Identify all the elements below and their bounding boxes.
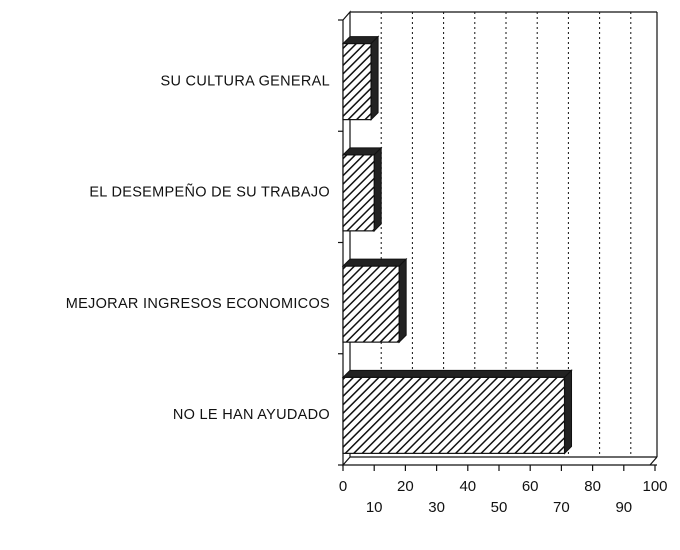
- bar: [342, 265, 400, 343]
- bar: [342, 376, 566, 454]
- x-tick-label: 10: [366, 499, 383, 516]
- y-tick-label: EL DESEMPEÑO DE SU TRABAJO: [89, 184, 330, 201]
- bar: [342, 154, 375, 232]
- x-tick-label: 0: [339, 478, 347, 495]
- x-tick-label: 90: [615, 499, 632, 516]
- x-tick-label: 70: [553, 499, 570, 516]
- x-tick-label: 80: [584, 478, 601, 495]
- bar-top: [341, 258, 408, 267]
- x-tick-label: 100: [642, 478, 667, 495]
- bar-side: [370, 35, 379, 121]
- x-tick-label: 40: [459, 478, 476, 495]
- y-tick-label: MEJORAR INGRESOS ECONOMICOS: [66, 296, 330, 312]
- x-tick-label: 30: [428, 499, 445, 516]
- x-tick-label: 60: [522, 478, 539, 495]
- y-tick-label: NO LE HAN AYUDADO: [173, 407, 330, 423]
- bar-side: [398, 257, 407, 344]
- x-tick-label: 20: [397, 478, 414, 495]
- bar-side: [373, 146, 382, 233]
- y-tick-label: SU CULTURA GENERAL: [160, 73, 330, 89]
- x-tick-label: 50: [491, 499, 508, 516]
- bar-top: [341, 369, 573, 378]
- bar-side: [564, 369, 573, 455]
- bar: [342, 43, 372, 121]
